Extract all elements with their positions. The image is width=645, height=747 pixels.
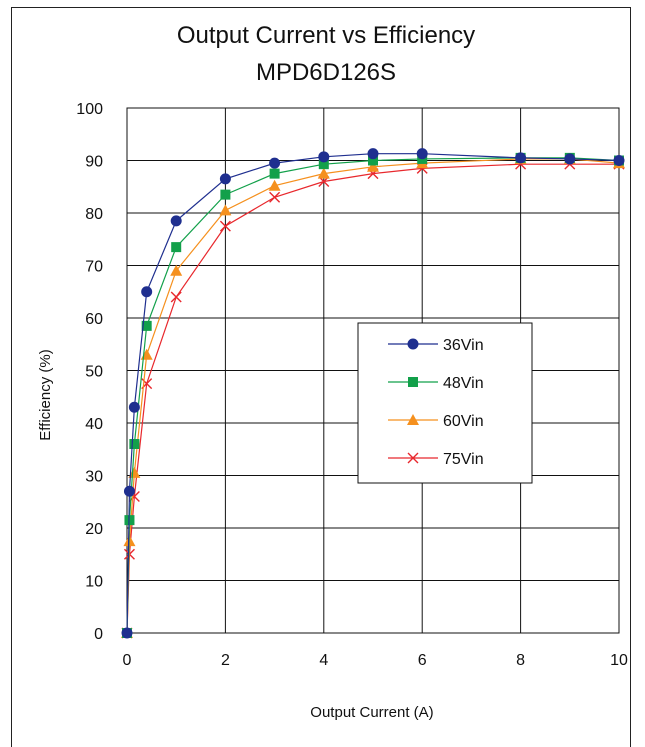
data-point-48vin	[318, 159, 329, 170]
y-tick-label: 40	[85, 416, 103, 433]
legend-label-48vin: 48Vin	[443, 375, 484, 392]
data-point-36vin	[170, 215, 182, 227]
legend-box	[357, 322, 533, 484]
y-tick-label: 60	[85, 311, 103, 328]
data-point-36vin	[318, 151, 330, 163]
legend-label-60vin: 60Vin	[443, 413, 484, 430]
x-axis-label: Output Current (A)	[310, 704, 433, 721]
y-tick-label: 0	[94, 626, 103, 643]
data-point-36vin	[367, 148, 379, 160]
y-tick-label: 10	[85, 574, 103, 591]
data-point-36vin	[416, 148, 428, 160]
data-point-60vin	[367, 160, 379, 172]
data-point-75vin	[219, 220, 231, 232]
legend-marker-60vin	[407, 414, 419, 425]
data-point-60vin	[268, 179, 281, 191]
y-tick-label: 90	[85, 154, 103, 171]
x-tick-label: 10	[610, 652, 628, 669]
data-point-60vin	[317, 167, 330, 179]
data-point-75vin	[170, 291, 182, 303]
data-point-36vin	[141, 286, 153, 298]
chart-frame	[11, 7, 631, 747]
data-point-75vin	[269, 191, 281, 203]
data-point-48vin	[220, 189, 231, 200]
y-axis-label: Efficiency (%)	[37, 349, 54, 440]
data-point-36vin	[128, 401, 140, 413]
y-tick-label: 70	[85, 259, 103, 276]
data-point-36vin	[219, 173, 231, 185]
data-point-48vin	[171, 242, 182, 253]
x-tick-label: 8	[516, 652, 525, 669]
y-tick-label: 100	[76, 101, 103, 118]
legend-marker-48vin	[408, 377, 418, 387]
data-point-36vin	[515, 152, 527, 164]
data-point-36vin	[269, 157, 281, 169]
data-point-36vin	[121, 627, 133, 639]
legend-label-36vin: 36Vin	[443, 337, 484, 354]
legend-marker-75vin	[407, 452, 419, 464]
x-tick-label: 0	[123, 652, 132, 669]
chart-subtitle: MPD6D126S	[256, 59, 396, 86]
chart-title: Output Current vs Efficiency	[177, 22, 475, 49]
y-tick-label: 80	[85, 206, 103, 223]
data-point-36vin	[613, 155, 625, 166]
data-point-60vin	[170, 264, 183, 276]
y-tick-label: 20	[85, 521, 103, 538]
data-point-60vin	[128, 466, 141, 478]
data-point-36vin	[123, 485, 135, 497]
data-point-48vin	[141, 320, 152, 331]
data-point-48vin	[368, 155, 378, 166]
y-tick-label: 30	[85, 469, 103, 486]
data-point-60vin	[219, 204, 232, 216]
data-point-48vin	[269, 168, 280, 179]
data-point-48vin	[129, 439, 140, 449]
data-point-36vin	[564, 153, 576, 165]
x-tick-label: 4	[319, 652, 328, 669]
legend-label-75vin: 75Vin	[443, 451, 484, 468]
x-tick-label: 6	[418, 652, 427, 669]
x-tick-label: 2	[221, 652, 230, 669]
legend-marker-36vin	[407, 338, 419, 350]
y-tick-label: 50	[85, 364, 103, 381]
